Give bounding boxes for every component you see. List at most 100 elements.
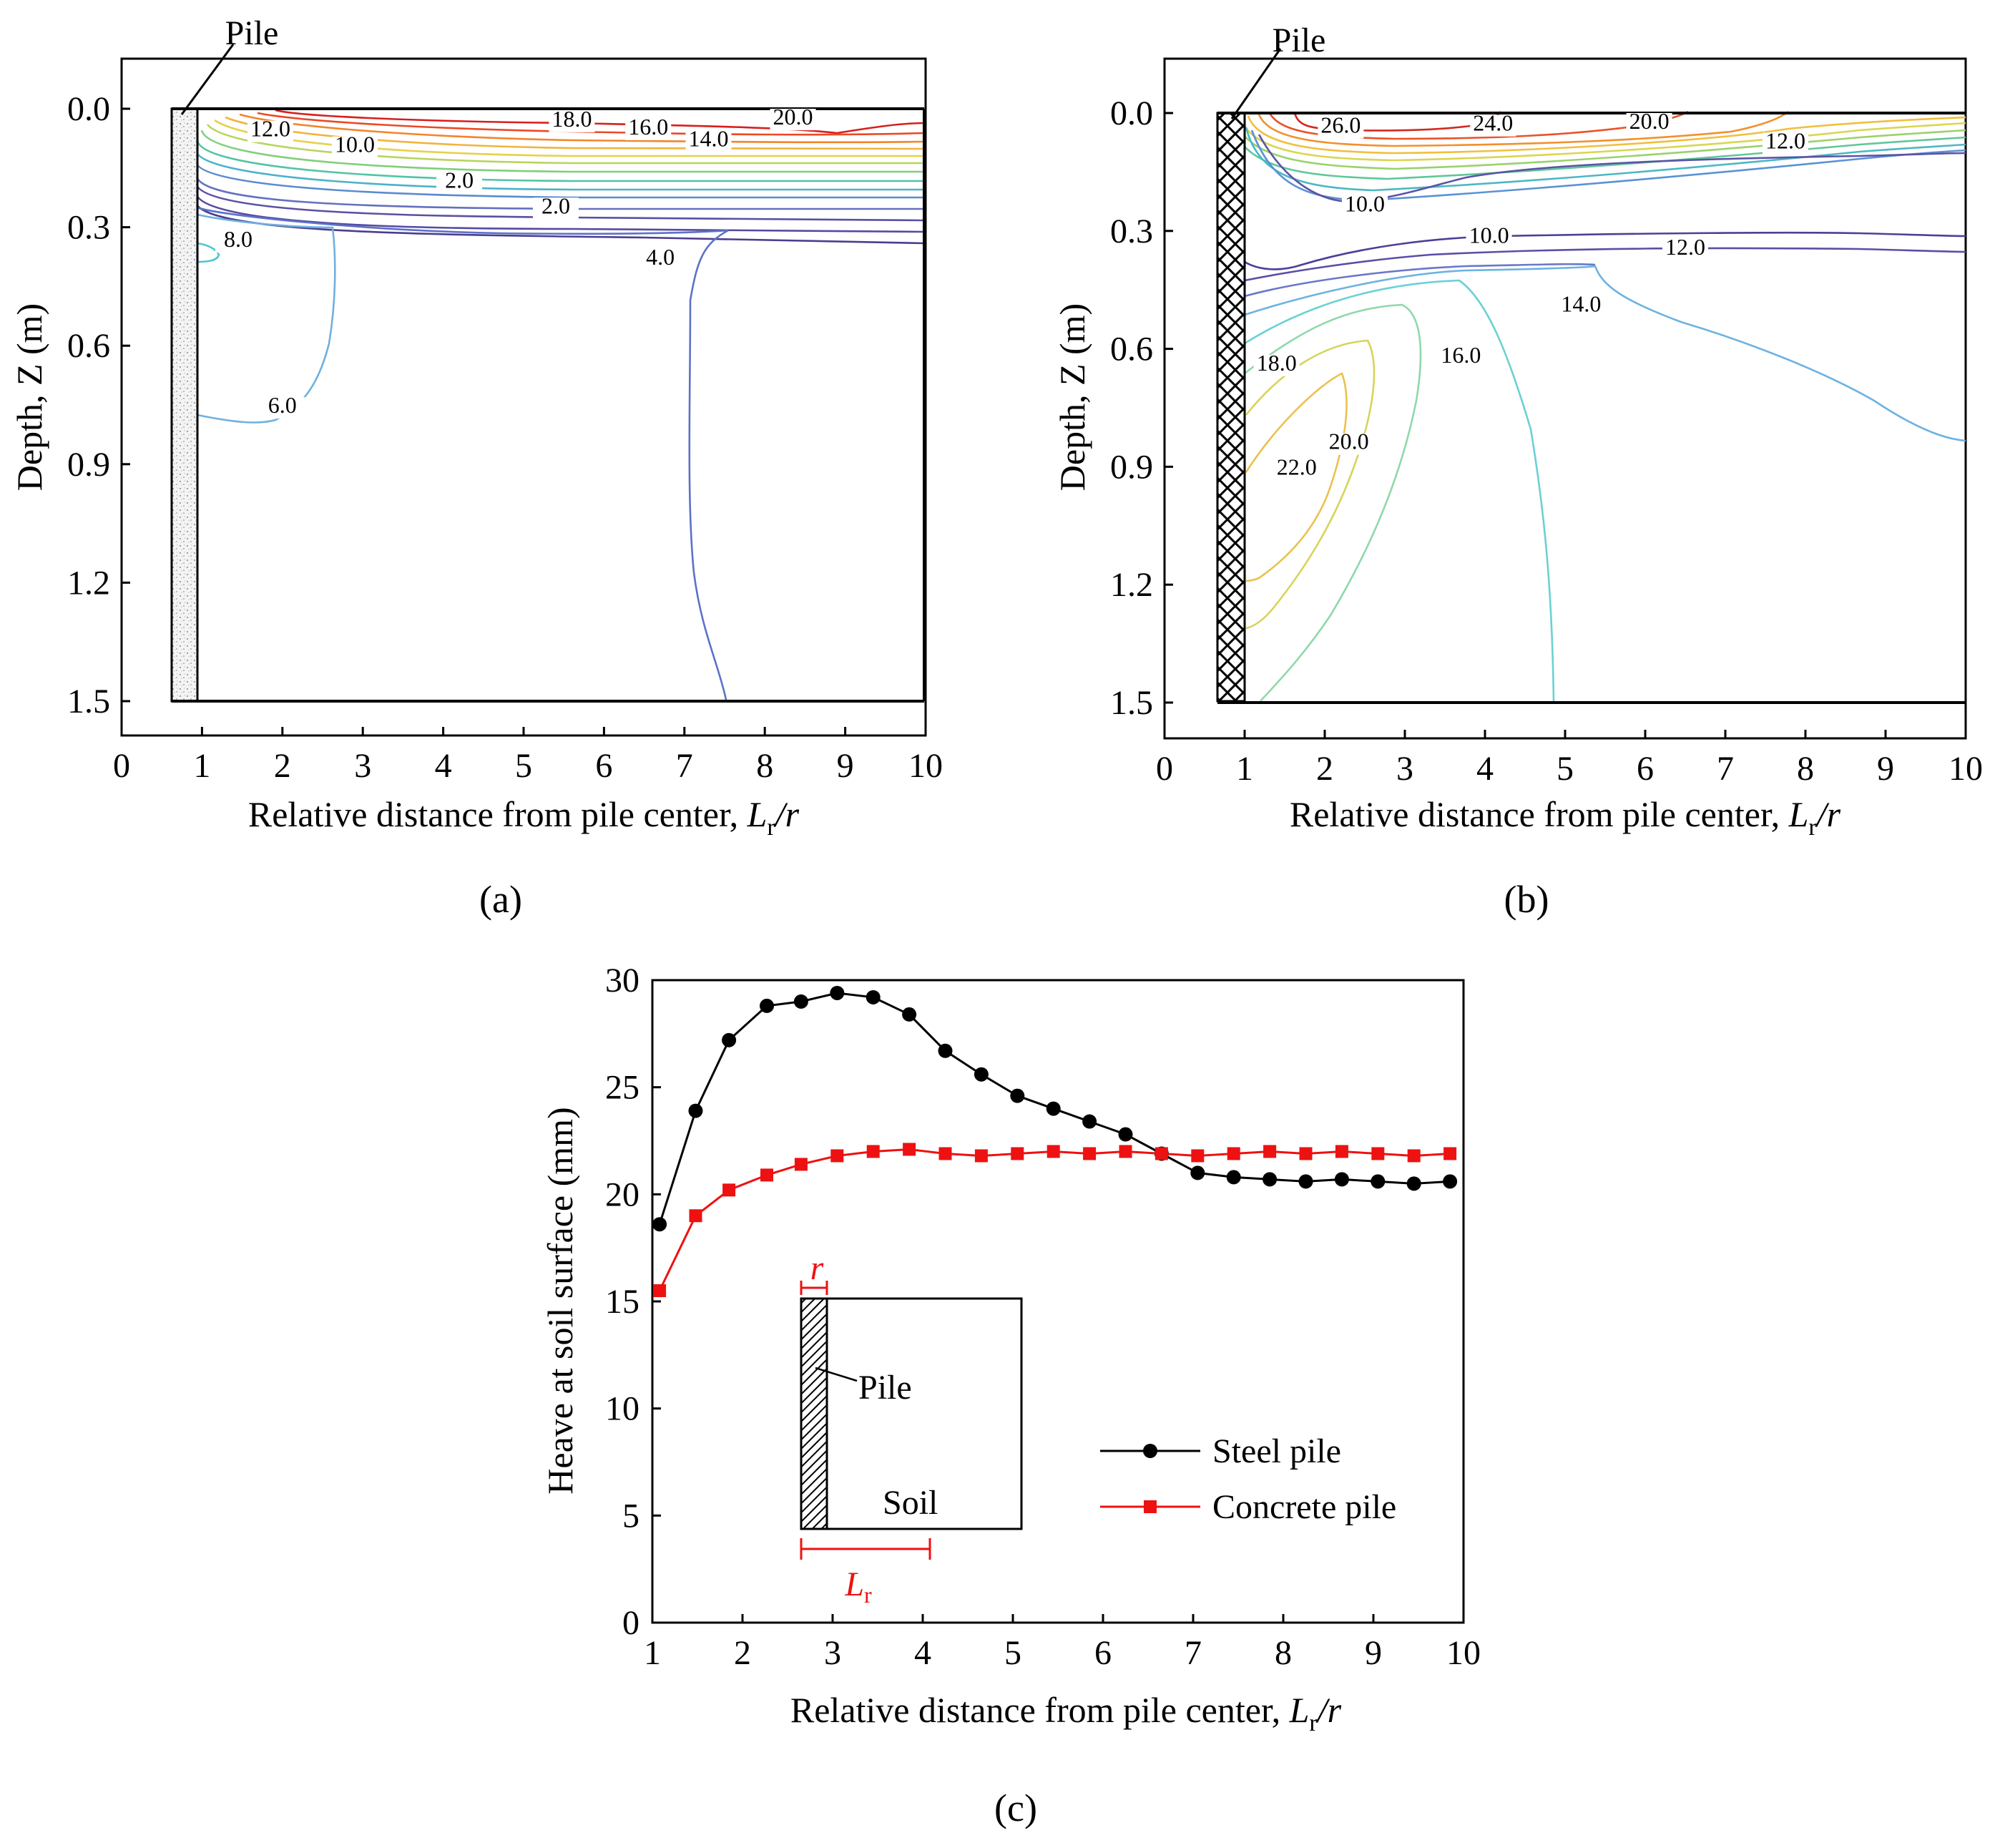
contour-label-a-5: 20.0 xyxy=(773,104,813,129)
data-point-1-18 xyxy=(1299,1147,1313,1160)
xtick-label-a-2: 2 xyxy=(274,747,291,785)
data-point-1-4 xyxy=(794,1158,808,1171)
legend: Steel pile Concrete pile xyxy=(1100,1432,1396,1526)
ytick-label-a-0: 0.0 xyxy=(67,90,110,128)
xtick-label-c-3: 4 xyxy=(914,1634,931,1672)
data-point-1-0 xyxy=(653,1284,667,1298)
inset-pile-leader xyxy=(815,1367,858,1382)
contour-11-lower-b xyxy=(1244,247,1966,282)
ytick-label-c-2: 10 xyxy=(605,1390,639,1428)
xtick-label-c-9: 10 xyxy=(1446,1634,1481,1672)
panel-label-a: (a) xyxy=(479,878,522,921)
data-point-1-2 xyxy=(722,1183,736,1197)
xtick-label-a-6: 6 xyxy=(595,747,612,785)
ytick-label-a-1: 0.3 xyxy=(67,209,110,247)
contour-label-a-0: 12.0 xyxy=(250,116,290,142)
contour-label-a-4: 14.0 xyxy=(689,125,729,151)
contour-20-b xyxy=(1247,115,1966,155)
data-point-0-21 xyxy=(1406,1176,1421,1191)
inset-pile-label: Pile xyxy=(858,1369,912,1407)
ytick-label-a-2: 0.6 xyxy=(67,327,110,365)
ytick-label-c-5: 25 xyxy=(605,1069,639,1107)
ytick-label-b-3: 0.9 xyxy=(1110,448,1153,486)
data-point-0-5 xyxy=(830,985,845,1000)
xlabel-c: Relative distance from pile center, Lr/r xyxy=(790,1690,1342,1736)
contour-16-deep-b xyxy=(1244,279,1555,702)
xtick-label-c-1: 2 xyxy=(734,1634,751,1672)
data-point-1-15 xyxy=(1191,1149,1205,1163)
contour-label-b-9: 16.0 xyxy=(1441,342,1481,368)
plot-frame-c xyxy=(651,979,1465,1624)
data-point-0-9 xyxy=(974,1067,989,1082)
xtick-label-a-3: 3 xyxy=(354,747,371,785)
contour-label-bg-b-6 xyxy=(1662,238,1708,260)
contour-label-bg-a-5 xyxy=(770,109,816,131)
legend-item-concrete: Concrete pile xyxy=(1100,1488,1396,1526)
contour-label-b-4: 10.0 xyxy=(1345,190,1385,216)
pile-leader-a xyxy=(180,44,235,115)
xtick-label-b-5: 5 xyxy=(1557,750,1574,788)
ytick-label-a-5: 1.5 xyxy=(67,683,110,720)
ytick-label-c-0: 0 xyxy=(622,1604,639,1642)
xtick-label-c-8: 9 xyxy=(1365,1634,1382,1672)
contour-13-b xyxy=(1245,127,1966,192)
contour-label-bg-a-3 xyxy=(625,118,672,140)
ytick-label-b-1: 0.3 xyxy=(1110,212,1153,250)
contour-label-bg-a-4 xyxy=(685,130,732,152)
contour-label-bg-a-1 xyxy=(331,136,378,158)
pile-label-a: Pile xyxy=(225,14,279,52)
contour-label-bg-b-7 xyxy=(1558,295,1604,318)
contour-label-a-6: 2.0 xyxy=(445,167,474,192)
data-point-1-13 xyxy=(1119,1145,1132,1158)
contour-label-bg-a-0 xyxy=(247,120,293,142)
contour-label-a-1: 10.0 xyxy=(335,132,375,157)
legend-marker-steel xyxy=(1143,1444,1157,1458)
data-point-0-6 xyxy=(866,989,881,1004)
xtick-label-b-0: 0 xyxy=(1156,750,1173,788)
data-point-1-21 xyxy=(1407,1149,1421,1163)
contour-label-b-6: 12.0 xyxy=(1665,234,1705,260)
contour-18-b xyxy=(1240,118,1966,162)
ytick-label-c-6: 30 xyxy=(605,962,639,999)
contour-8-a xyxy=(195,150,924,191)
contour-label-b-5: 10.0 xyxy=(1469,222,1509,248)
contour-label-bg-a-10 xyxy=(259,397,305,419)
data-point-0-4 xyxy=(793,994,808,1009)
ytick-label-b-5: 1.5 xyxy=(1110,684,1153,722)
data-point-0-0 xyxy=(652,1217,667,1232)
inset-soil-label: Soil xyxy=(883,1484,938,1522)
contour-18-deep-b xyxy=(1244,303,1422,702)
data-point-1-17 xyxy=(1263,1145,1277,1158)
contour-label-bg-b-2 xyxy=(1626,112,1672,135)
contour-label-a-9: 4.0 xyxy=(646,244,675,270)
contour-22-b xyxy=(1258,110,1789,147)
xtick-label-c-5: 6 xyxy=(1094,1634,1112,1672)
contour-label-bg-b-0 xyxy=(1318,117,1364,139)
contour-label-b-8: 18.0 xyxy=(1257,350,1297,376)
data-point-0-18 xyxy=(1298,1174,1313,1189)
data-point-0-3 xyxy=(760,998,775,1013)
data-point-0-10 xyxy=(1010,1088,1025,1103)
contour-label-a-2: 18.0 xyxy=(552,106,592,132)
data-point-0-22 xyxy=(1443,1174,1458,1189)
data-point-0-2 xyxy=(722,1032,737,1047)
pile-leader-b xyxy=(1230,48,1282,119)
ytick-label-c-4: 20 xyxy=(605,1175,639,1213)
contour-label-bg-b-3 xyxy=(1763,132,1808,155)
contour-20-a xyxy=(275,109,925,135)
xtick-label-a-9: 9 xyxy=(837,747,854,785)
contour-16-b xyxy=(1235,121,1966,170)
contour-label-bg-b-1 xyxy=(1470,114,1516,137)
xtick-label-b-4: 4 xyxy=(1476,750,1494,788)
ytick-label-b-2: 0.6 xyxy=(1110,331,1153,368)
contour-14-deep-b xyxy=(1244,265,1966,442)
contour-13-a xyxy=(206,124,924,165)
inset-L-label: Lr xyxy=(844,1565,872,1608)
xtick-label-b-9: 9 xyxy=(1877,750,1894,788)
pile-label-b: Pile xyxy=(1273,21,1326,59)
data-point-0-20 xyxy=(1371,1174,1386,1189)
data-point-1-19 xyxy=(1335,1145,1348,1158)
data-point-1-11 xyxy=(1046,1145,1060,1158)
contour-label-b-0: 26.0 xyxy=(1320,112,1361,137)
